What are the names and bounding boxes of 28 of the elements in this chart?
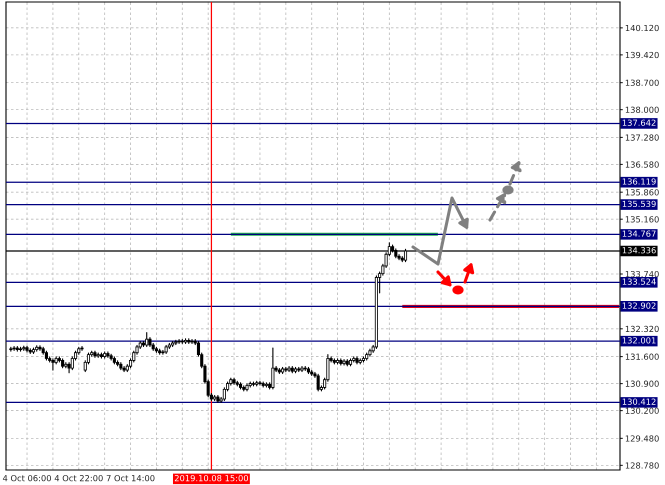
y-tick-label: 130.900: [626, 380, 659, 387]
ref-line-label: 134.336: [622, 247, 656, 254]
y-tick-label: 136.580: [626, 161, 659, 168]
y-tick-label: 133.740: [626, 270, 659, 278]
y-tick-label: 138.000: [626, 106, 659, 113]
x-tick-label: 4 Oct 22:00: [54, 475, 103, 482]
y-tick-label: 135.860: [626, 189, 659, 196]
ref-line-label: 133.524: [622, 278, 656, 285]
x-tick-label: 2019.10.08 15:00: [174, 475, 248, 482]
y-tick-label: 138.700: [626, 80, 659, 86]
ref-line-label: 130.412: [622, 398, 656, 405]
ref-line-label: 132.902: [622, 302, 656, 309]
ref-line-label: 137.642: [622, 120, 656, 126]
y-tick-label: 128.780: [626, 462, 659, 469]
y-tick-label: 135.160: [626, 216, 659, 222]
ref-line-label: 134.767: [622, 230, 656, 237]
x-tick-label: 4 Oct 06:00: [2, 475, 51, 482]
y-tick-label: 130.200: [626, 408, 659, 414]
ref-line-label: 136.119: [622, 178, 656, 185]
ref-line-label: 132.001: [622, 337, 656, 344]
y-tick-label: 129.480: [626, 435, 659, 442]
ref-line-label: 135.539: [622, 200, 656, 208]
y-tick-label: 140.120: [626, 24, 659, 32]
y-tick-label: 132.320: [626, 326, 659, 332]
y-tick-label: 139.420: [626, 52, 659, 58]
y-tick-label: 137.280: [626, 134, 659, 141]
x-tick-label: 7 Oct 14:00: [106, 475, 155, 482]
y-tick-label: 131.600: [626, 354, 659, 360]
